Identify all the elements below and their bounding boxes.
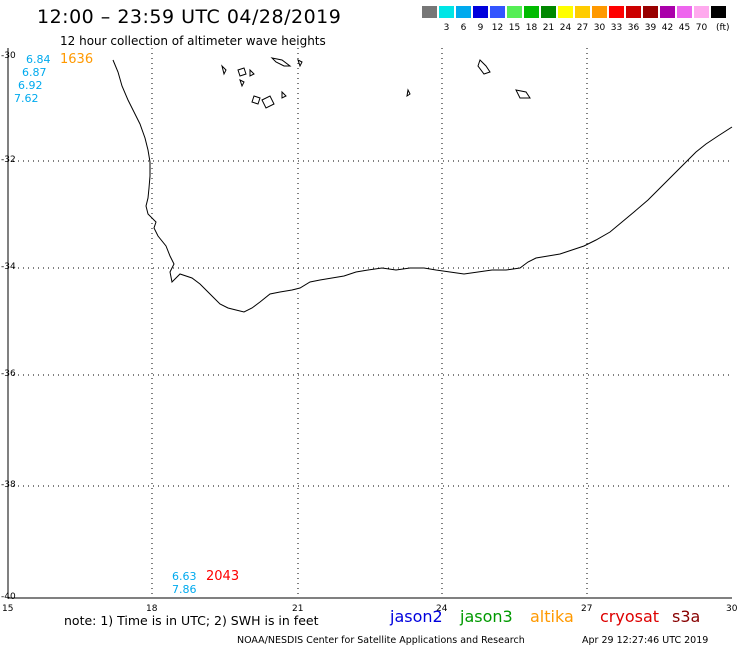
scale-tick-label: 27 <box>576 23 589 33</box>
scale-swatch <box>506 5 523 19</box>
scale-tick-label: 9 <box>477 23 484 33</box>
footer-note: note: 1) Time is in UTC; 2) SWH is in fe… <box>64 613 319 628</box>
longitude-label: 15 <box>2 604 14 614</box>
scale-swatch <box>625 5 642 19</box>
scale-swatch <box>608 5 625 19</box>
color-scale-ticks: 3 6 9 12 15 18 21 24 27 30 33 36 39 42 45 70 <box>421 23 727 33</box>
scale-swatch <box>557 5 574 19</box>
scale-swatch <box>676 5 693 19</box>
map-frame <box>7 48 732 599</box>
swh-value: 6.63 <box>172 570 197 583</box>
wave-height-color-scale: 3 6 9 12 15 18 21 24 27 30 33 36 39 42 45 70 <box>421 5 727 33</box>
color-scale-swatches <box>421 5 727 19</box>
scale-swatch <box>421 5 438 19</box>
scale-swatch <box>455 5 472 19</box>
swh-value: 7.62 <box>14 92 39 105</box>
lat-lon-grid <box>8 48 732 598</box>
scale-tick-label: 18 <box>525 23 538 33</box>
scale-swatch <box>642 5 659 19</box>
longitude-label: 27 <box>581 604 593 614</box>
latitude-label: -30 <box>1 51 16 61</box>
generation-timestamp: Apr 29 12:27:46 UTC 2019 <box>582 635 709 646</box>
scale-swatch <box>523 5 540 19</box>
scale-swatch <box>591 5 608 19</box>
scale-tick-label: 21 <box>542 23 555 33</box>
scale-tick-label: 3 <box>443 23 450 33</box>
scale-tick-label: 12 <box>491 23 504 33</box>
map-subtitle: 12 hour collection of altimeter wave hei… <box>60 34 326 48</box>
observation-time: 2043 <box>206 569 240 584</box>
swh-value: 6.92 <box>18 79 43 92</box>
observation-time: 1636 <box>60 52 94 67</box>
scale-unit-label: (ft) <box>716 23 730 33</box>
satellite-legend-jason3: jason3 <box>460 607 513 626</box>
scale-tick-label: 15 <box>508 23 521 33</box>
scale-tick-label: 33 <box>610 23 623 33</box>
scale-tick-label: 36 <box>627 23 640 33</box>
satellite-legend-cryosat: cryosat <box>600 607 660 626</box>
latitude-label: -40 <box>1 592 16 602</box>
scale-tick-label: 70 <box>695 23 708 33</box>
scale-swatch <box>540 5 557 19</box>
longitude-label: 24 <box>436 604 448 614</box>
swh-value: 6.87 <box>22 66 47 79</box>
longitude-label: 21 <box>292 604 304 614</box>
latitude-label: -34 <box>1 262 16 272</box>
swh-value: 6.84 <box>26 53 51 66</box>
latitude-label: -36 <box>1 369 16 379</box>
scale-swatch <box>659 5 676 19</box>
longitude-label: 30 <box>726 604 738 614</box>
latitude-label: -32 <box>1 155 16 165</box>
scale-tick-label: 6 <box>460 23 467 33</box>
scale-swatch <box>472 5 489 19</box>
latitude-label: -38 <box>1 480 16 490</box>
longitude-label: 18 <box>146 604 158 614</box>
scale-swatch <box>693 5 710 19</box>
scale-swatch <box>710 5 727 19</box>
south-africa-coastline <box>112 59 733 313</box>
scale-swatch <box>489 5 506 19</box>
satellite-legend-s3a: s3a <box>672 607 701 626</box>
scale-tick-label: 39 <box>644 23 657 33</box>
scale-swatch <box>574 5 591 19</box>
offshore-islands <box>221 57 531 109</box>
scale-tick-label: 24 <box>559 23 572 33</box>
satellite-legend-jason2: jason2 <box>390 607 443 626</box>
swh-value: 7.86 <box>172 583 197 596</box>
scale-tick-label: 45 <box>678 23 691 33</box>
credit-line: NOAA/NESDIS Center for Satellite Applica… <box>237 635 525 646</box>
scale-swatch <box>438 5 455 19</box>
scale-tick-label: 42 <box>661 23 674 33</box>
map-title: 12:00 – 23:59 UTC 04/28/2019 <box>37 6 342 28</box>
scale-tick-label: 30 <box>593 23 606 33</box>
satellite-legend-altika: altika <box>530 607 574 626</box>
